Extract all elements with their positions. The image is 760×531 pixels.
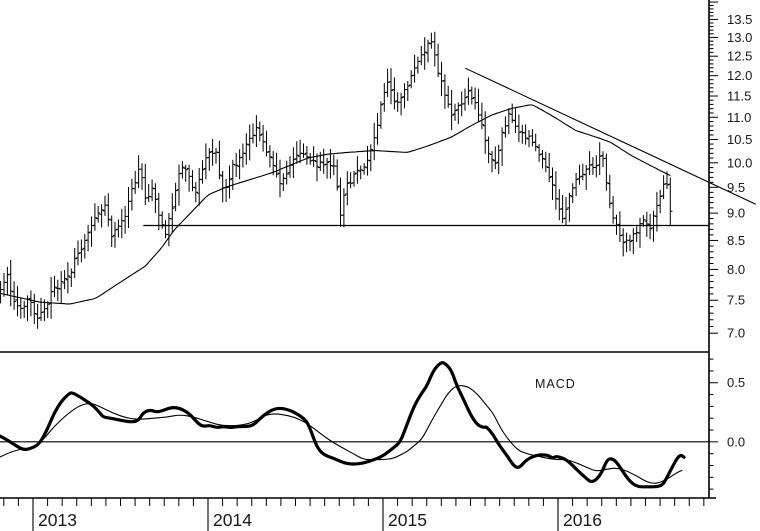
- year-label: 2013: [38, 510, 77, 530]
- price-axis: 13.5 13.0 12.5 12.0 11.5 11.0 10.5 10.0 9.5 9.0 8.…: [709, 1, 752, 341]
- macd-label: MACD: [535, 377, 576, 391]
- price-axis-label: 9.0: [727, 206, 745, 221]
- macd-axis-label: 0.5: [727, 375, 745, 390]
- year-label: 2014: [213, 510, 252, 530]
- price-axis-label: 13.5: [727, 12, 752, 27]
- price-axis-label: 11.0: [727, 110, 751, 125]
- price-axis-label: 10.5: [727, 132, 752, 147]
- price-axis-label: 12.0: [727, 68, 752, 83]
- price-axis-label: 11.5: [727, 89, 751, 104]
- year-label: 2016: [563, 510, 602, 530]
- price-axis-label: 10.0: [727, 155, 752, 170]
- macd-line: [0, 361, 686, 489]
- macd-axis-label: 0.0: [727, 434, 745, 449]
- price-panel: [0, 31, 756, 329]
- price-axis-label: 13.0: [727, 30, 752, 45]
- moving-average-line: [0, 104, 671, 305]
- price-axis-label: 12.5: [727, 49, 752, 64]
- price-axis-label: 7.5: [727, 293, 745, 308]
- price-axis-label: 8.0: [727, 262, 745, 277]
- price-bars-series: [0, 31, 673, 329]
- year-label: 2015: [388, 510, 427, 530]
- price-axis-label: 7.0: [727, 326, 745, 341]
- chart-frame: [0, 0, 716, 499]
- macd-axis: 0.5 0.0: [709, 358, 745, 490]
- time-axis: 2013 2014 2015 2016: [3, 498, 705, 531]
- price-axis-label: 9.5: [727, 180, 745, 195]
- macd-panel: [0, 361, 686, 489]
- signal-line: [0, 385, 683, 484]
- price-axis-label: 8.5: [727, 233, 745, 248]
- trendline: [465, 67, 756, 205]
